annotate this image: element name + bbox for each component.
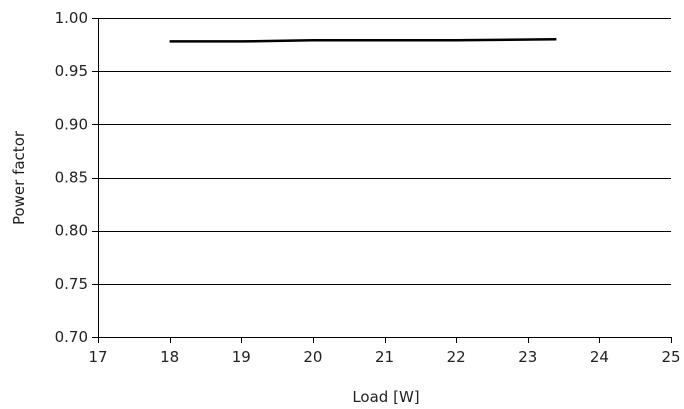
y-tick-labels: 0.70 0.75 0.80 0.85 0.90 0.95 1.00 [55, 9, 88, 346]
x-tick-labels: 17 18 19 20 21 22 23 24 25 [88, 348, 680, 366]
tick-marks [92, 18, 672, 343]
y-tick-label: 0.95 [55, 62, 88, 80]
x-tick-label: 21 [375, 348, 394, 366]
x-tick-label: 24 [590, 348, 609, 366]
x-tick-label: 18 [160, 348, 179, 366]
y-tick-label: 0.85 [55, 169, 88, 187]
axes [98, 18, 671, 338]
y-tick-label: 1.00 [55, 9, 88, 27]
x-tick-label: 23 [518, 348, 537, 366]
x-tick-label: 20 [303, 348, 322, 366]
x-tick-label: 19 [232, 348, 251, 366]
grid-lines [98, 18, 671, 338]
y-axis-label: Power factor [10, 130, 28, 225]
series-line-0 [169, 38, 557, 43]
x-tick-label: 17 [88, 348, 107, 366]
y-tick-label: 0.90 [55, 115, 88, 133]
y-tick-label: 0.70 [55, 328, 88, 346]
y-tick-label: 0.80 [55, 222, 88, 240]
x-axis-label: Load [W] [352, 388, 419, 406]
x-tick-label: 22 [447, 348, 466, 366]
x-tick-label: 25 [661, 348, 680, 366]
series-layer [169, 38, 557, 43]
y-tick-label: 0.75 [55, 275, 88, 293]
